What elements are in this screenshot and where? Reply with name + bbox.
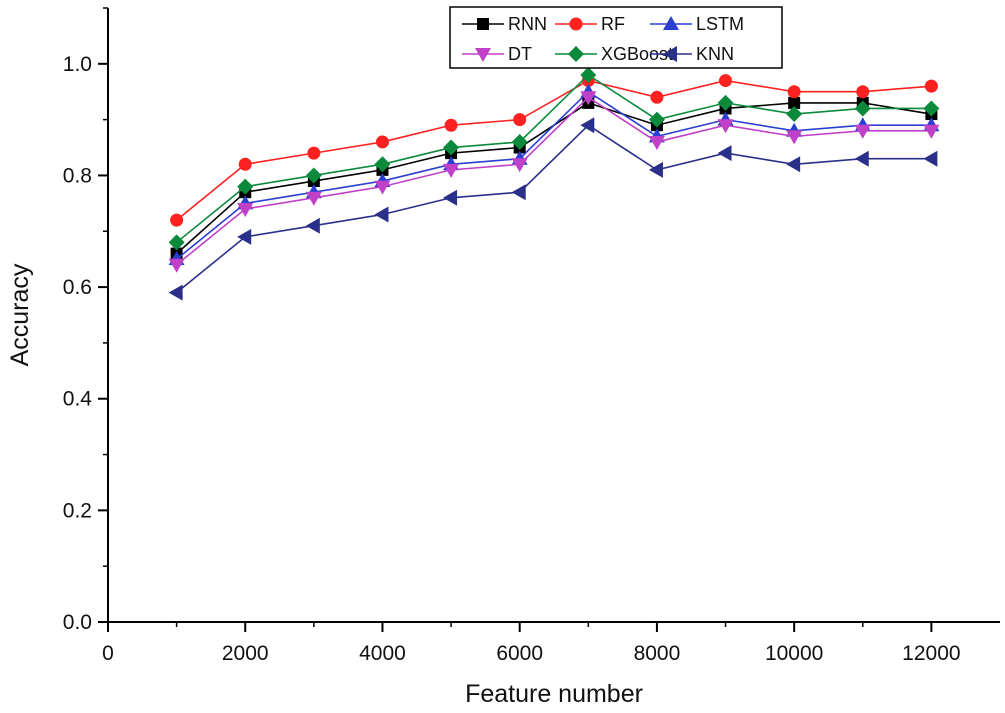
data-point-xgboost bbox=[648, 111, 665, 128]
data-point-rf bbox=[307, 146, 321, 160]
legend-label: LSTM bbox=[696, 14, 744, 34]
series-line-lstm bbox=[176, 90, 932, 260]
legend-marker bbox=[569, 17, 583, 31]
data-point-dt bbox=[374, 180, 391, 195]
legend-item-lstm: LSTM bbox=[650, 14, 744, 34]
data-point-xgboost bbox=[511, 133, 528, 150]
data-point-rf bbox=[787, 85, 801, 99]
data-point-knn bbox=[443, 189, 458, 206]
data-point-xgboost bbox=[786, 106, 803, 123]
data-point-rf bbox=[513, 113, 527, 127]
series-rnn bbox=[170, 96, 938, 260]
data-point-knn bbox=[580, 117, 595, 134]
data-point-knn bbox=[717, 145, 732, 162]
legend-item-xgboost: XGBoost bbox=[555, 44, 673, 64]
y-tick-label: 1.0 bbox=[63, 53, 92, 76]
data-point-knn bbox=[923, 150, 938, 167]
data-point-xgboost bbox=[374, 156, 391, 173]
data-point-dt bbox=[237, 202, 254, 217]
data-point-dt bbox=[443, 163, 460, 178]
series-line-rf bbox=[176, 79, 932, 221]
data-point-knn bbox=[786, 156, 801, 173]
legend-label: RNN bbox=[508, 14, 547, 34]
data-point-knn bbox=[648, 161, 663, 178]
data-point-knn bbox=[374, 206, 389, 223]
y-tick-label: 0.0 bbox=[63, 611, 92, 634]
series-rf bbox=[170, 74, 938, 227]
data-point-rf bbox=[856, 85, 870, 99]
data-point-dt bbox=[786, 130, 803, 145]
y-tick-label: 0.2 bbox=[63, 499, 92, 522]
legend-label: DT bbox=[508, 44, 532, 64]
x-tick-label: 2000 bbox=[222, 642, 269, 665]
data-point-rf bbox=[375, 135, 389, 149]
x-axis-title: Feature number bbox=[465, 680, 643, 708]
data-point-xgboost bbox=[580, 66, 597, 83]
data-point-knn bbox=[305, 217, 320, 234]
data-point-dt bbox=[923, 124, 940, 139]
x-tick-label: 12000 bbox=[902, 642, 960, 665]
legend: RNN RF LSTM DT XGBoost KNN bbox=[449, 6, 783, 69]
data-point-rf bbox=[238, 157, 252, 171]
tick-marks bbox=[98, 7, 933, 632]
data-point-knn bbox=[854, 150, 869, 167]
x-tick-label: 4000 bbox=[359, 642, 406, 665]
data-point-dt bbox=[717, 119, 734, 134]
data-point-xgboost bbox=[237, 178, 254, 195]
data-point-xgboost bbox=[854, 100, 871, 117]
legend-marker bbox=[568, 46, 584, 62]
legend-label: XGBoost bbox=[601, 44, 673, 64]
tick-labels: 0 2000 4000 6000 8000 10000 12000 0.0 0.2 0.4 0.6 0… bbox=[63, 53, 961, 665]
data-point-xgboost bbox=[443, 139, 460, 156]
data-point-xgboost bbox=[305, 167, 322, 184]
legend-item-rf: RF bbox=[555, 14, 625, 34]
data-point-xgboost bbox=[717, 94, 734, 111]
data-point-rf bbox=[650, 90, 664, 104]
legend-label: KNN bbox=[696, 44, 734, 64]
legend-marker bbox=[663, 46, 677, 62]
data-point-dt bbox=[511, 158, 528, 173]
data-point-rf bbox=[719, 74, 733, 88]
legend-box bbox=[449, 6, 783, 69]
series-xgboost bbox=[168, 66, 940, 251]
data-point-knn bbox=[237, 228, 252, 245]
series-layer bbox=[168, 66, 940, 301]
x-tick-label: 0 bbox=[102, 642, 114, 665]
y-tick-label: 0.4 bbox=[63, 388, 93, 411]
series-line-knn bbox=[176, 124, 932, 294]
data-point-dt bbox=[168, 258, 185, 273]
axes bbox=[107, 8, 1000, 623]
y-tick-label: 0.8 bbox=[63, 164, 92, 187]
data-point-rf bbox=[444, 118, 458, 132]
data-point-knn bbox=[168, 284, 183, 301]
y-axis-title: Accuracy bbox=[6, 263, 34, 366]
x-tick-label: 8000 bbox=[634, 642, 681, 665]
data-point-knn bbox=[511, 184, 526, 201]
series-line-xgboost bbox=[176, 73, 932, 244]
legend-item-dt: DT bbox=[462, 44, 532, 64]
legend-item-knn: KNN bbox=[650, 44, 734, 64]
data-point-rnn bbox=[788, 96, 801, 109]
data-point-rf bbox=[170, 213, 184, 227]
series-line-dt bbox=[176, 96, 932, 266]
legend-marker bbox=[663, 16, 679, 30]
series-knn bbox=[168, 117, 938, 301]
data-point-dt bbox=[648, 135, 665, 150]
legend-item-rnn: RNN bbox=[462, 14, 547, 34]
data-point-xgboost bbox=[923, 100, 940, 117]
legend-label: RF bbox=[601, 14, 625, 34]
data-point-xgboost bbox=[168, 234, 185, 251]
legend-marker bbox=[475, 48, 491, 62]
legend-marker bbox=[477, 18, 489, 30]
x-tick-label: 6000 bbox=[496, 642, 543, 665]
series-dt bbox=[168, 91, 940, 273]
data-point-dt bbox=[305, 191, 322, 206]
data-point-rf bbox=[924, 79, 938, 93]
data-point-dt bbox=[854, 124, 871, 139]
x-tick-label: 10000 bbox=[765, 642, 823, 665]
y-tick-label: 0.6 bbox=[63, 276, 92, 299]
data-point-dt bbox=[580, 91, 597, 106]
